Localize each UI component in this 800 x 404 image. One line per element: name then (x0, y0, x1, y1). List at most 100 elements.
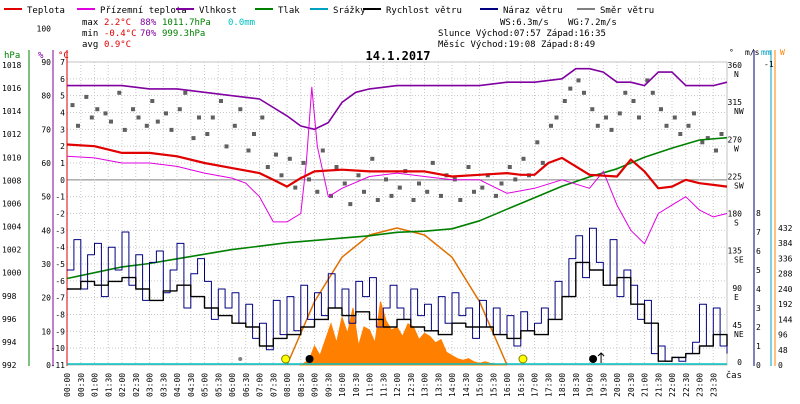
x-tick-label: 03:00 (146, 373, 155, 397)
axis-pct-tick: 70 (41, 125, 51, 134)
wind-direction-point (89, 115, 94, 120)
wind-direction-point (458, 198, 463, 202)
wind-direction-point (513, 177, 518, 182)
axis-wind-title: m/s (745, 48, 760, 57)
wind-direction-point (645, 78, 650, 83)
wind-direction-point (604, 115, 608, 120)
series-humidity-line (67, 67, 728, 131)
axis-solar-tick: 144 (778, 315, 793, 324)
wind-direction-point (122, 127, 127, 132)
wind-direction-point (540, 160, 545, 165)
axis-dir-compass: SW (734, 181, 744, 190)
x-tick-label: 11:00 (366, 373, 375, 397)
wind-direction-point (315, 189, 320, 194)
x-tick-label: 06:30 (242, 373, 251, 397)
wind-direction-point (494, 193, 498, 198)
legend-label: Směr větru (600, 6, 654, 16)
wind-direction-point (164, 111, 168, 116)
x-tick-label: 04:30 (187, 373, 196, 397)
wind-direction-point (103, 111, 108, 116)
axis-dir-compass: SE (734, 256, 744, 265)
axis-dir-compass: NE (734, 330, 744, 339)
wind-direction-point (631, 99, 636, 103)
axis-hpa-tick: 1000 (2, 269, 21, 278)
axis-solar-tick: 288 (778, 270, 793, 279)
axis-wind-tick: 2 (756, 323, 761, 332)
axis-hpa-tick: 1004 (2, 223, 21, 232)
stat-label: min (82, 29, 98, 39)
x-tick-label: 01:30 (104, 373, 113, 397)
legend-label: Přízemní teplota (100, 6, 187, 16)
axis-wind-tick: 0 (756, 361, 761, 370)
axis-wind-tick: 1 (756, 342, 761, 351)
x-tick-label: 16:00 (503, 373, 512, 397)
x-tick-label: 00:30 (77, 373, 86, 397)
wind-direction-point (507, 165, 512, 169)
axis-dir-compass: N (734, 70, 739, 79)
series-solar-max-line (286, 227, 508, 366)
axis-dir-tick: 270 (728, 135, 743, 144)
wind-direction-point (417, 181, 421, 186)
wind-direction-point (576, 78, 581, 83)
sunset-marker (518, 354, 528, 364)
plot-area (66, 67, 728, 366)
wind-direction-point (109, 119, 113, 124)
axis-temp-tick: -11 (51, 361, 66, 370)
axis-hpa-tick: 1016 (2, 84, 21, 93)
wind-direction-point (238, 107, 243, 112)
wind-direction-point (246, 148, 251, 153)
wind-direction-point (144, 123, 149, 128)
axis-hpa-tick: 1010 (2, 153, 21, 162)
wind-direction-point (260, 115, 265, 120)
wind-direction-point (342, 181, 347, 186)
axis-dir-tick: 315 (728, 98, 743, 107)
wind-direction-point (623, 90, 628, 95)
stat-label: avg (82, 40, 98, 50)
axis-hpa-title: hPa (4, 51, 20, 61)
axis-dir-compass: E (734, 293, 739, 302)
wind-direction-point (136, 115, 141, 120)
legend-label: Rychlost větru (386, 6, 462, 16)
x-tick-label: 19:00 (586, 373, 595, 397)
axis-pct-tick: 10 (41, 327, 51, 336)
axis-temp-tick: -3 (55, 226, 65, 235)
axis-hpa-tick: 996 (2, 315, 17, 324)
wind-direction-point (664, 123, 669, 128)
stat-temp: 0.9°C (104, 40, 131, 50)
wind-direction-point (150, 99, 155, 103)
axis-dir-tick: 180 (728, 210, 743, 219)
x-tick-label: 12:00 (393, 373, 402, 397)
series-gust-line (67, 227, 728, 362)
axis-rain-tick: -1 (764, 60, 774, 69)
wind-direction-point (609, 127, 614, 132)
wind-direction-point (582, 90, 586, 95)
x-tick-label: 09:00 (311, 373, 320, 397)
moonrise-arrow-icon (597, 352, 605, 363)
wind-direction-point (389, 193, 394, 198)
wind-direction-point (700, 140, 705, 145)
axis-pct-tick: 40 (41, 226, 51, 235)
x-tick-label: 22:30 (682, 373, 691, 397)
axis-hpa-tick: 1018 (2, 61, 21, 70)
wind-direction-point (205, 132, 210, 136)
x-tick-label: 15:30 (489, 373, 498, 397)
x-tick-label: 23:30 (709, 373, 718, 397)
x-tick-label: 17:30 (544, 373, 553, 397)
legend-label: Teplota (27, 6, 65, 16)
info-wg: WG:7.2m/s (568, 18, 617, 28)
axis-pct-tick: 90 (41, 58, 51, 67)
x-tick-label: 08:00 (283, 373, 292, 397)
wind-direction-point (252, 132, 256, 136)
legend-label: Vlhkost (199, 6, 237, 16)
x-tick-label: 18:00 (558, 373, 567, 397)
left-axes: hPa1018101610141012101010081006100410021… (2, 24, 69, 370)
wind-direction-point (84, 94, 89, 99)
axis-temp-tick: -2 (55, 210, 65, 219)
axis-dir-title: ° (729, 48, 734, 57)
right-axes: °360N315NW270W225SW180S135SE90E45NE0m/s8… (726, 48, 793, 381)
axis-dir-tick: 90 (732, 284, 742, 293)
axis-dir-tick: 0 (737, 358, 742, 367)
stats-block: max 2.2°C 88% 1011.7hPa 0.0mm min -0.4°C 70% 999… (82, 18, 617, 50)
stat-temp: -0.4°C (104, 29, 137, 39)
wind-direction-point (320, 148, 325, 153)
